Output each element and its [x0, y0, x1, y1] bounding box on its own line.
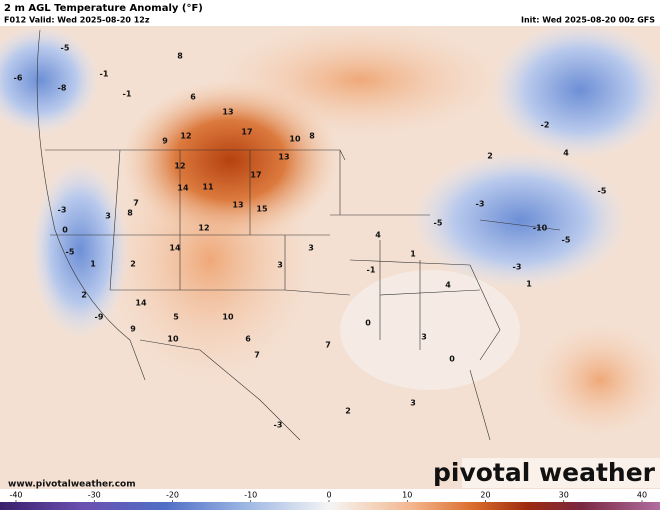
- station-anomaly: -3: [274, 421, 283, 430]
- station-anomaly: -8: [58, 84, 67, 93]
- station-anomaly: 1: [410, 250, 416, 259]
- header-band: [0, 0, 660, 26]
- station-anomaly: 8: [309, 132, 315, 141]
- title: 2 m AGL Temperature Anomaly (°F): [4, 3, 203, 14]
- station-anomaly: -3: [513, 263, 522, 272]
- station-anomaly: -5: [434, 219, 443, 228]
- station-anomaly: -3: [476, 200, 485, 209]
- station-anomaly: 11: [202, 183, 214, 192]
- station-anomaly: 4: [445, 281, 451, 290]
- init-time: Init: Wed 2025-08-20 00z GFS: [521, 16, 655, 25]
- colorbar-tick-label: 30: [559, 491, 569, 500]
- station-anomaly: 17: [250, 171, 261, 180]
- station-anomaly: 2: [81, 291, 87, 300]
- station-anomaly: 7: [325, 341, 331, 350]
- station-anomaly: 9: [162, 137, 168, 146]
- station-anomaly: 13: [232, 201, 243, 210]
- valid-time: F012 Valid: Wed 2025-08-20 12z: [4, 16, 150, 25]
- station-anomaly: 3: [105, 212, 111, 221]
- station-anomaly: 8: [127, 209, 133, 218]
- station-anomaly: -9: [95, 313, 104, 322]
- station-anomaly: -3: [58, 206, 67, 215]
- station-anomaly: 2: [345, 407, 351, 416]
- colorbar-tick-label: 0: [326, 491, 331, 500]
- colorbar-tick-label: -40: [9, 491, 22, 500]
- station-anomaly: 9: [130, 325, 136, 334]
- station-anomaly: 12: [180, 132, 191, 141]
- station-anomaly: 10: [167, 335, 179, 344]
- station-anomaly: 2: [130, 260, 136, 269]
- website: www.pivotalweather.com: [8, 480, 136, 490]
- station-anomaly: 0: [365, 319, 371, 328]
- station-anomaly: -6: [14, 74, 23, 83]
- station-anomaly: 10: [289, 135, 301, 144]
- station-anomaly: 1: [526, 280, 532, 289]
- station-anomaly: 14: [177, 184, 189, 193]
- station-anomaly: 6: [190, 93, 196, 102]
- anomaly-field: [0, 20, 660, 440]
- station-anomaly: -5: [598, 187, 607, 196]
- station-anomaly: 14: [135, 299, 147, 308]
- brand: pivotal weather: [433, 458, 656, 487]
- brand-band: [462, 458, 660, 488]
- station-anomaly: -1: [367, 266, 376, 275]
- colorbar-tick-label: -30: [88, 491, 101, 500]
- colorbar-ticks: -40 -30 -20 -10 0 10 20 30 40: [9, 491, 647, 502]
- station-anomaly: 7: [133, 199, 139, 208]
- station-anomaly: 12: [174, 162, 185, 171]
- colorbar-tick-label: -10: [244, 491, 257, 500]
- colorbar: [0, 502, 660, 510]
- station-anomaly: -10: [533, 224, 548, 233]
- station-anomaly: 13: [222, 108, 233, 117]
- station-anomaly: 0: [449, 355, 455, 364]
- station-anomaly: 13: [278, 153, 289, 162]
- station-anomaly: 15: [256, 205, 268, 214]
- colorbar-tick-label: 10: [402, 491, 412, 500]
- station-anomaly: 2: [487, 152, 493, 161]
- colorbar-tick-label: -20: [166, 491, 179, 500]
- station-anomaly: 6: [245, 335, 251, 344]
- station-anomaly: 14: [169, 244, 181, 253]
- station-anomaly: -5: [66, 248, 75, 257]
- station-anomaly: 3: [410, 399, 416, 408]
- station-anomaly: 3: [277, 261, 283, 270]
- station-anomaly: 8: [177, 52, 183, 61]
- colorbar-tick-label: 20: [480, 491, 490, 500]
- station-anomaly: -2: [541, 121, 550, 130]
- station-anomaly: 3: [308, 244, 314, 253]
- station-anomaly: 12: [198, 224, 209, 233]
- station-anomaly: -1: [100, 70, 109, 79]
- boundaries: [36, 29, 561, 441]
- station-anomaly: -1: [123, 90, 132, 99]
- station-anomaly: 10: [222, 313, 234, 322]
- station-anomaly: 4: [563, 149, 569, 158]
- station-anomaly: 7: [254, 351, 260, 360]
- station-anomaly: 3: [421, 333, 427, 342]
- station-anomaly: 4: [375, 231, 381, 240]
- station-anomaly: -5: [61, 44, 70, 53]
- station-anomaly: 5: [173, 313, 179, 322]
- station-anomaly: 1: [90, 260, 96, 269]
- station-anomaly: 0: [62, 226, 68, 235]
- station-anomaly: -5: [562, 236, 571, 245]
- station-anomaly: 17: [241, 128, 252, 137]
- colorbar-tick-label: 40: [637, 491, 647, 500]
